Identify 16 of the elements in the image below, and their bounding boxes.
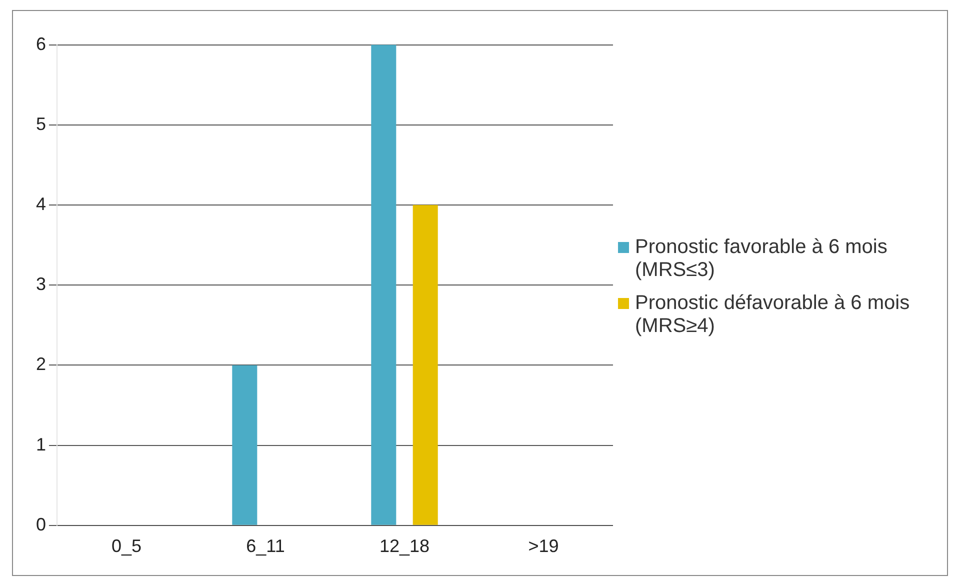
y-tick-label: 1 xyxy=(36,434,46,454)
legend-label: Pronostic défavorable à 6 mois (MRS≥4) xyxy=(635,292,911,338)
bar xyxy=(371,44,396,525)
x-tick-label: 0_5 xyxy=(111,536,142,556)
y-tick-label: 2 xyxy=(36,354,46,374)
y-tick-label: 5 xyxy=(36,114,46,134)
x-tick-label: 12_18 xyxy=(379,536,430,556)
legend-label: Pronostic favorable à 6 mois (MRS≤3) xyxy=(635,236,888,282)
bar xyxy=(232,365,258,525)
y-tick-label: 3 xyxy=(36,274,46,294)
y-tick-label: 6 xyxy=(36,34,46,54)
y-tick-label: 0 xyxy=(36,514,46,534)
y-tick-label: 4 xyxy=(36,194,46,214)
x-tick-label: >19 xyxy=(528,536,559,556)
bar xyxy=(412,205,438,525)
x-tick-label: 6_11 xyxy=(246,536,285,556)
